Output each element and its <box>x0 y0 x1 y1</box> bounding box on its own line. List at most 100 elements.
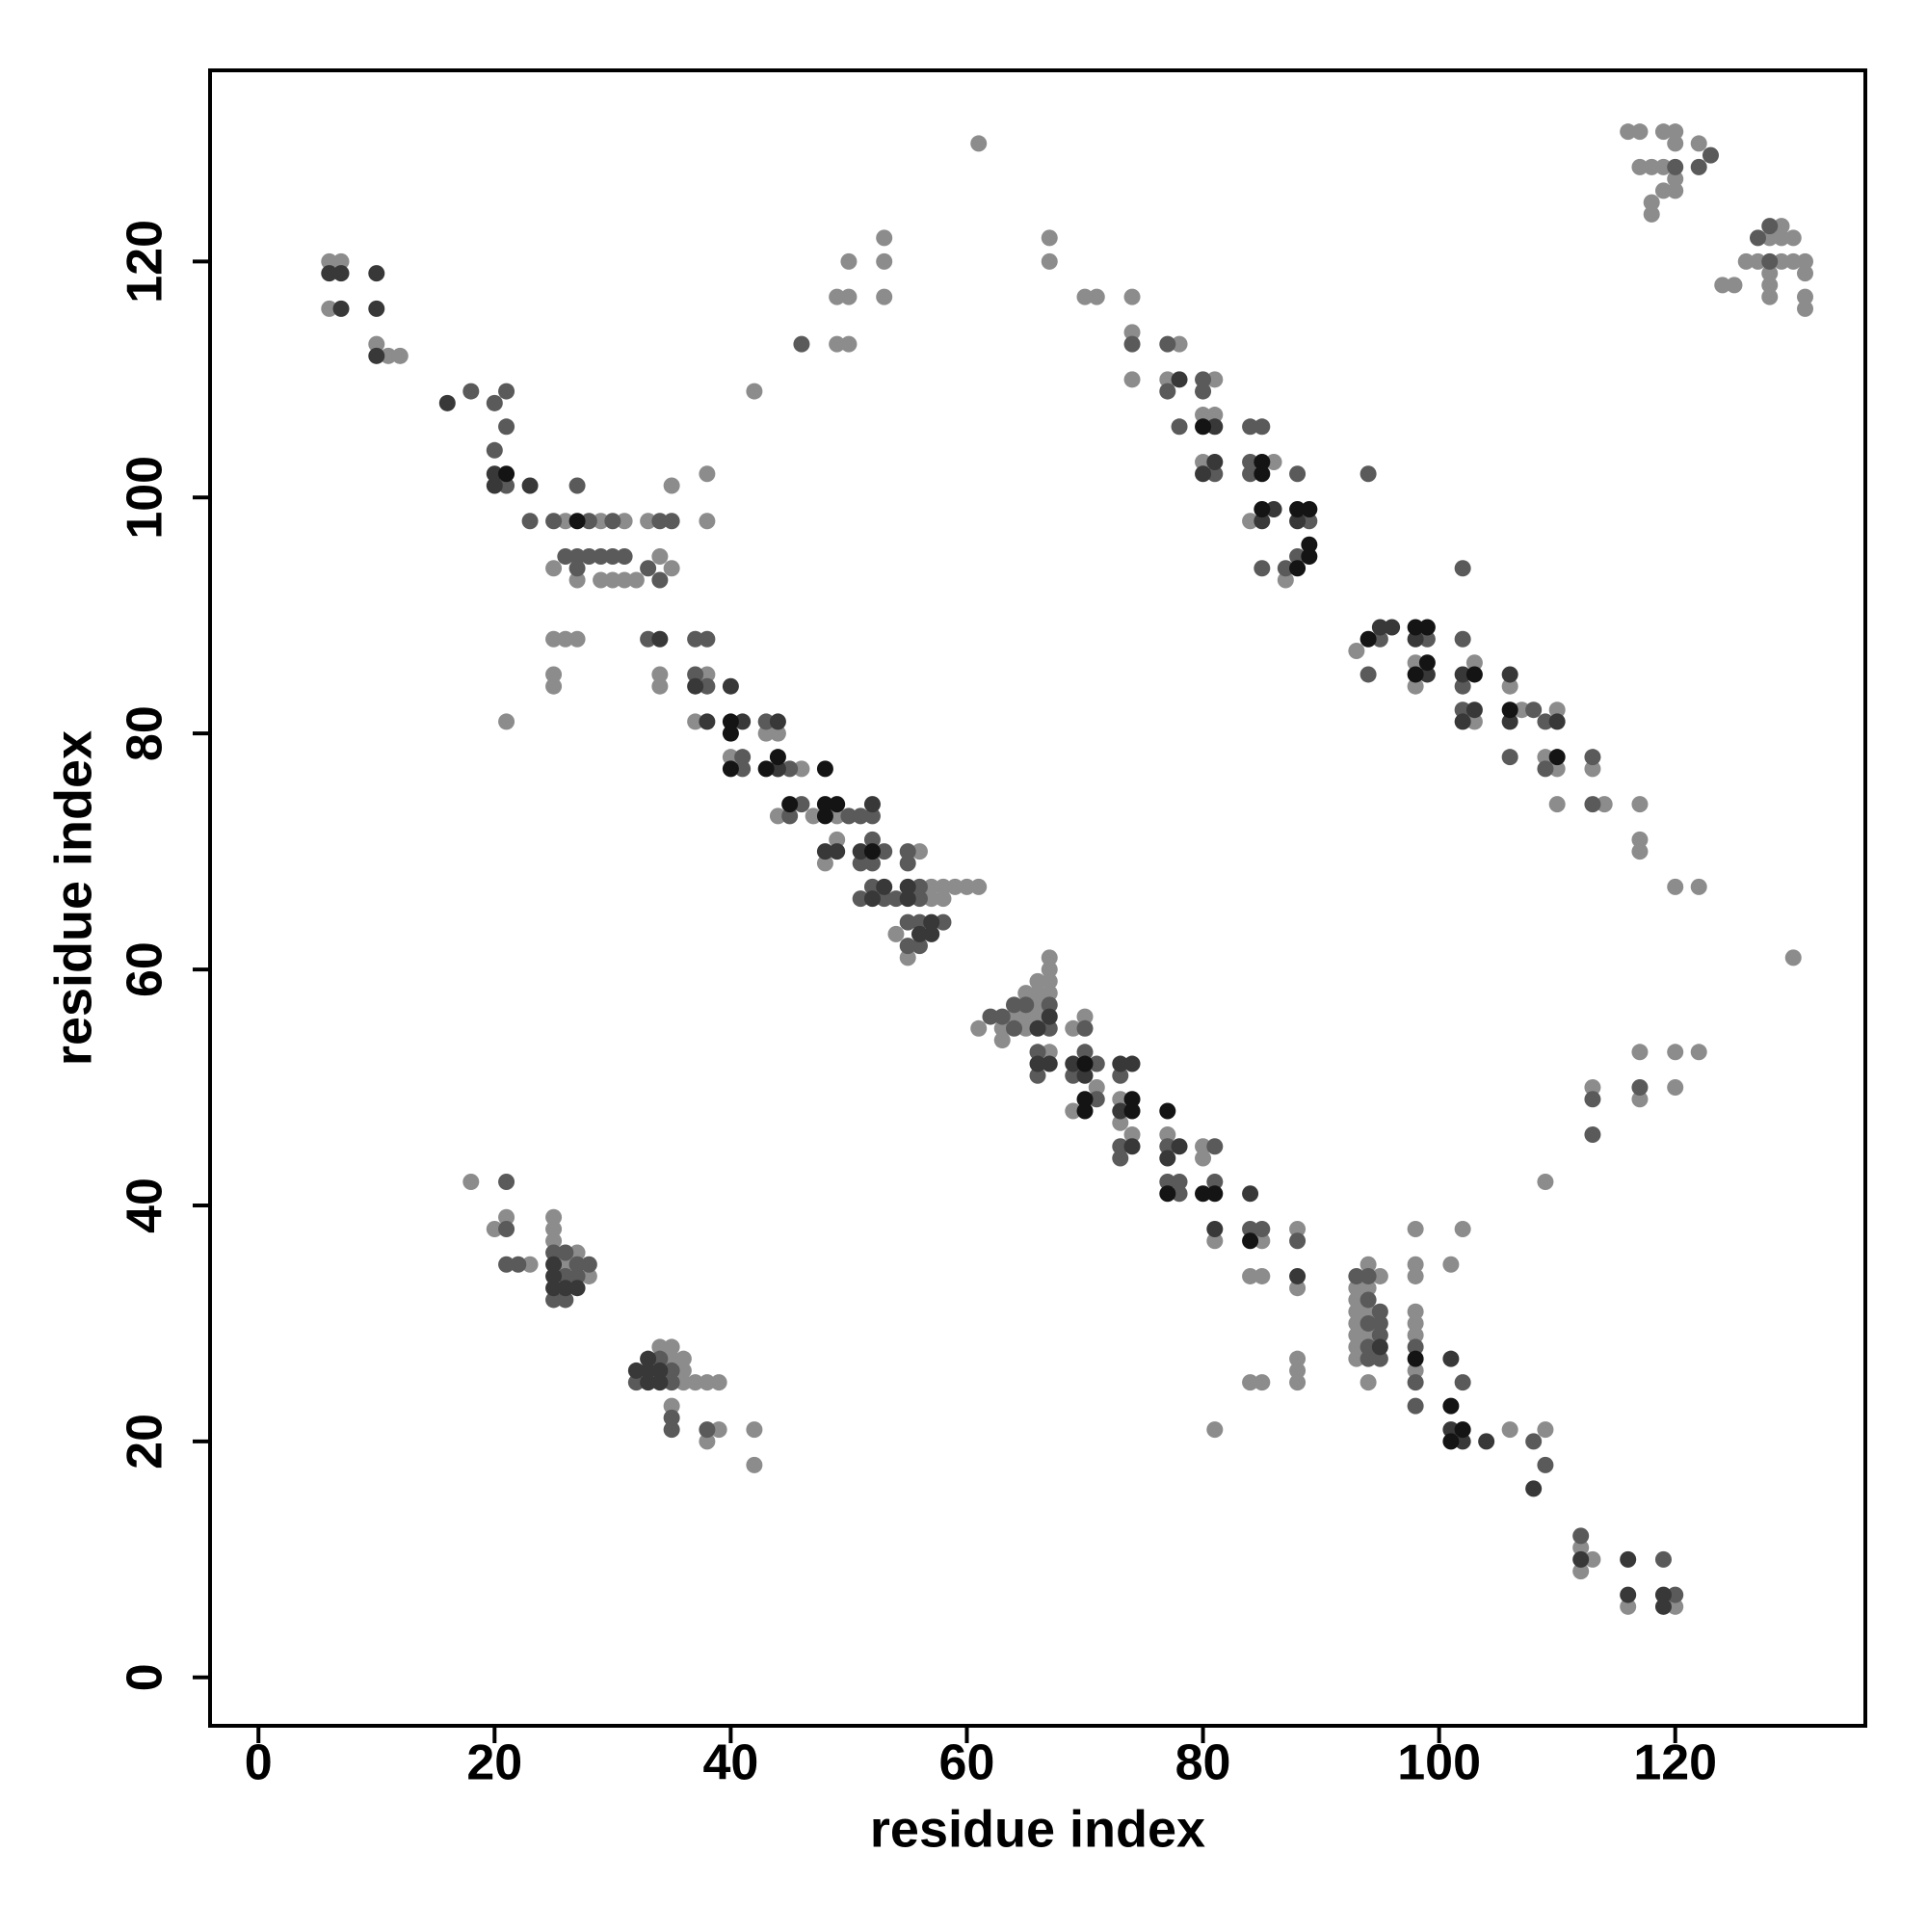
contact-point <box>816 796 833 813</box>
contact-point <box>557 548 574 566</box>
contact-point <box>1654 1550 1672 1568</box>
contact-point <box>876 890 893 908</box>
contact-point <box>1407 1362 1424 1379</box>
contact-point <box>1041 252 1058 270</box>
contact-point <box>876 878 893 895</box>
contact-point <box>1454 560 1471 577</box>
contact-point <box>1784 229 1802 247</box>
contact-point <box>498 465 515 483</box>
contact-point <box>1442 1421 1460 1439</box>
contact-point <box>380 347 397 364</box>
contact-point <box>1643 158 1660 175</box>
y-tick-label: 80 <box>118 705 173 761</box>
contact-point <box>1123 1126 1141 1144</box>
contact-point <box>911 843 928 860</box>
contact-point <box>663 1397 680 1415</box>
contact-point <box>1454 1220 1471 1237</box>
contact-point <box>1195 1138 1212 1155</box>
contact-point <box>593 571 610 589</box>
contact-point <box>1465 713 1483 730</box>
contact-point <box>462 1173 480 1190</box>
contact-point <box>557 1267 574 1284</box>
contact-point <box>852 855 869 872</box>
contact-point <box>1773 218 1790 235</box>
contact-point <box>545 560 563 577</box>
contact-point <box>1123 1091 1141 1108</box>
contact-point <box>887 925 905 942</box>
contact-point <box>769 749 786 766</box>
contact-point <box>1348 1291 1365 1309</box>
contact-point <box>899 878 916 895</box>
contact-point <box>899 949 916 966</box>
contact-point <box>1548 760 1566 778</box>
contact-point <box>1076 1091 1094 1108</box>
contact-point <box>1761 277 1779 294</box>
contact-point <box>1159 383 1176 400</box>
contact-point <box>1407 619 1424 636</box>
contact-point <box>829 831 846 848</box>
contact-point <box>1254 454 1271 471</box>
contact-point <box>545 677 563 695</box>
contact-point <box>1254 1374 1271 1391</box>
contact-point <box>1454 1421 1471 1439</box>
contact-point <box>1112 1091 1129 1108</box>
contact-point <box>1041 229 1058 247</box>
x-tick-label: 40 <box>702 1735 758 1791</box>
contact-point <box>757 725 775 742</box>
contact-point <box>1041 961 1058 978</box>
contact-point <box>1407 630 1424 648</box>
contact-point <box>1348 1267 1365 1284</box>
contact-point <box>923 913 940 931</box>
contact-point <box>1159 1138 1176 1155</box>
contact-point <box>1359 1374 1377 1391</box>
contact-point <box>663 513 680 530</box>
contact-point <box>557 1291 574 1309</box>
contact-point <box>1159 335 1176 353</box>
contact-point <box>1301 536 1318 553</box>
contact-point <box>1348 1280 1365 1297</box>
contact-point <box>1005 1019 1022 1037</box>
contact-point <box>557 630 574 648</box>
contact-point <box>1620 1550 1637 1568</box>
contact-point <box>1171 335 1188 353</box>
contact-point <box>1584 749 1601 766</box>
contact-point <box>699 630 716 648</box>
contact-point <box>946 878 964 895</box>
contact-point <box>1749 229 1766 247</box>
contact-point <box>876 229 893 247</box>
contact-point <box>687 666 704 683</box>
contact-point <box>368 265 385 282</box>
contact-point <box>1371 1327 1388 1344</box>
contact-point <box>1620 1586 1637 1603</box>
contact-point <box>816 807 833 825</box>
contact-point <box>899 890 916 908</box>
contact-point <box>829 807 846 825</box>
contact-point <box>651 1374 669 1391</box>
contact-point <box>1548 701 1566 719</box>
contact-point <box>651 630 669 648</box>
contact-point <box>568 1280 586 1297</box>
contact-point <box>923 890 940 908</box>
contact-point <box>593 513 610 530</box>
contact-point <box>1289 501 1307 518</box>
contact-point <box>1761 229 1779 247</box>
contact-point <box>1359 666 1377 683</box>
contact-point <box>498 477 515 494</box>
contact-point <box>332 300 350 317</box>
contact-point <box>1076 1008 1094 1025</box>
contact-point <box>498 1256 515 1273</box>
contact-point <box>486 441 503 459</box>
contact-point <box>545 666 563 683</box>
contact-point <box>1797 252 1814 270</box>
contact-point <box>1572 1550 1590 1568</box>
contact-point <box>1631 123 1649 141</box>
contact-point <box>863 807 881 825</box>
contact-point <box>1289 1374 1307 1391</box>
contact-point <box>604 571 621 589</box>
contact-point <box>1017 985 1035 1002</box>
contact-point <box>1017 1019 1035 1037</box>
contact-point <box>710 1421 727 1439</box>
contact-point <box>911 925 928 942</box>
contact-point <box>640 513 657 530</box>
